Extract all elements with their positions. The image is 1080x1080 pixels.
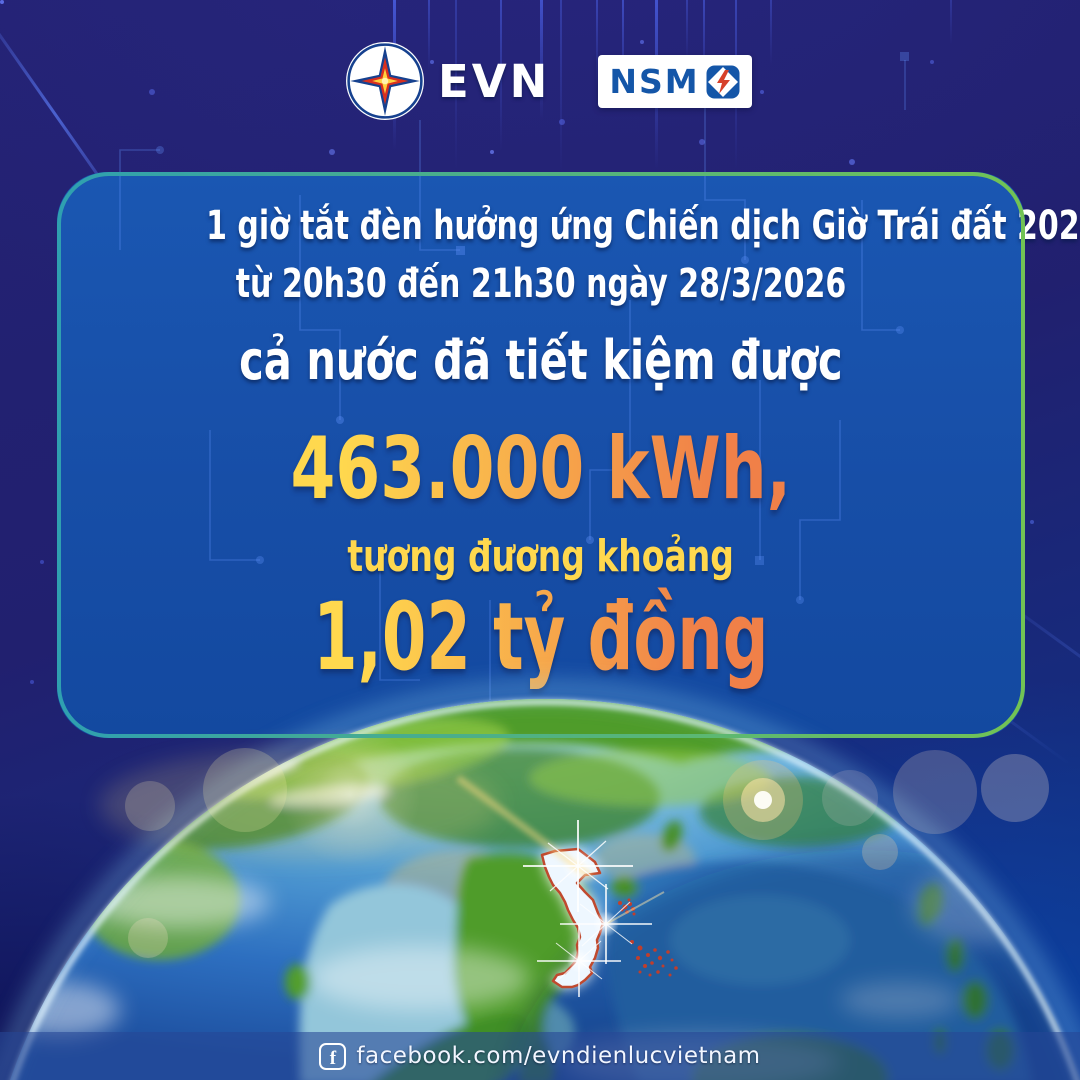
evn-star-icon [346,42,424,120]
light-beam [950,0,952,45]
light-beam [540,0,543,120]
facebook-f-glyph: f [329,1047,337,1069]
light-beam [703,0,705,95]
money-saved-value: 1,02 tỷ đồng [313,583,769,692]
light-beam [686,0,688,60]
evn-logo-text: EVN [438,54,551,108]
nsmo-logo: NSM [598,55,752,108]
energy-saved-value: 463.000 kWh, [290,419,792,519]
light-beam [596,0,598,90]
nsmo-diamond-icon [706,65,740,98]
light-beam [455,0,457,170]
equivalent-label: tương đương khoảng [347,531,735,582]
headline-panel-text: 1 giờ tắt đèn hưởng ứng Chiến dịch Giờ T… [57,172,1080,738]
footer-bar: f facebook.com/evndienlucvietnam [0,1032,1080,1080]
light-beam [770,0,772,65]
light-beam [500,0,502,150]
light-beam [428,0,430,70]
background-dots [0,0,4,4]
facebook-icon: f [319,1042,347,1070]
light-beam [560,0,562,172]
footer-facebook-link[interactable]: facebook.com/evndienlucvietnam [356,1043,761,1069]
evn-logo: EVN [344,40,550,122]
campaign-title-line1: 1 giờ tắt đèn hưởng ứng Chiến dịch Giờ T… [206,203,1080,249]
campaign-title-line2: từ 20h30 đến 21h30 ngày 28/3/2026 [235,261,847,307]
savings-lead-text: cả nước đã tiết kiệm được [239,329,843,392]
nsmo-logo-text: NSM [609,62,700,101]
